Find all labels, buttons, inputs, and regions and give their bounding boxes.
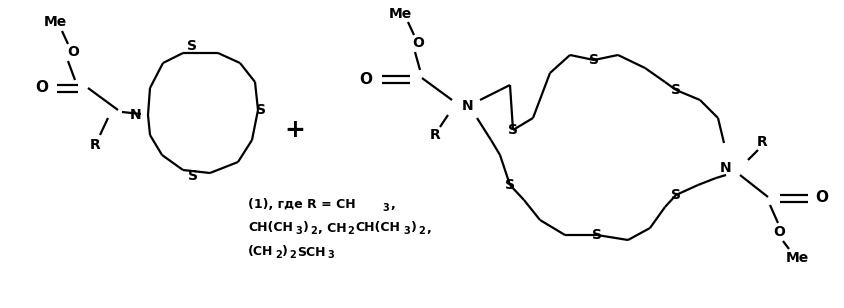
Text: 3: 3 [382, 203, 389, 213]
Text: S: S [671, 188, 681, 202]
Text: 2: 2 [275, 250, 282, 260]
Text: O: O [412, 36, 424, 50]
Text: S: S [592, 228, 602, 242]
Text: 2: 2 [347, 226, 354, 236]
Text: R: R [756, 135, 767, 149]
Text: ,: , [426, 221, 430, 234]
Text: S: S [188, 169, 198, 183]
Text: S: S [505, 178, 515, 192]
Text: S: S [589, 53, 599, 67]
Text: N: N [463, 99, 473, 113]
Text: +: + [284, 118, 306, 142]
Text: ): ) [303, 221, 309, 234]
Text: O: O [773, 225, 785, 239]
Text: R: R [430, 128, 441, 142]
Text: 3: 3 [327, 250, 333, 260]
Text: S: S [671, 83, 681, 97]
Text: 2: 2 [289, 250, 295, 260]
Text: 2: 2 [418, 226, 425, 236]
Text: CH(CH: CH(CH [248, 221, 293, 234]
Text: N: N [130, 108, 142, 122]
Text: 3: 3 [295, 226, 302, 236]
Text: O: O [815, 191, 829, 205]
Text: ): ) [282, 245, 288, 258]
Text: ): ) [411, 221, 417, 234]
Text: SCH: SCH [297, 245, 326, 258]
Text: R: R [89, 138, 100, 152]
Text: Me: Me [388, 7, 412, 21]
Text: Me: Me [786, 251, 809, 265]
Text: 3: 3 [403, 226, 409, 236]
Text: S: S [187, 39, 197, 53]
Text: Me: Me [43, 15, 67, 29]
Text: , CH: , CH [318, 221, 347, 234]
Text: O: O [360, 72, 372, 87]
Text: (CH: (CH [248, 245, 273, 258]
Text: (1), где R = CH: (1), где R = CH [248, 198, 355, 212]
Text: 2: 2 [310, 226, 316, 236]
Text: S: S [508, 123, 518, 137]
Text: S: S [256, 103, 266, 117]
Text: O: O [67, 45, 79, 59]
Text: ,: , [390, 198, 395, 212]
Text: CH(CH: CH(CH [355, 221, 400, 234]
Text: N: N [720, 161, 732, 175]
Text: O: O [35, 80, 48, 95]
